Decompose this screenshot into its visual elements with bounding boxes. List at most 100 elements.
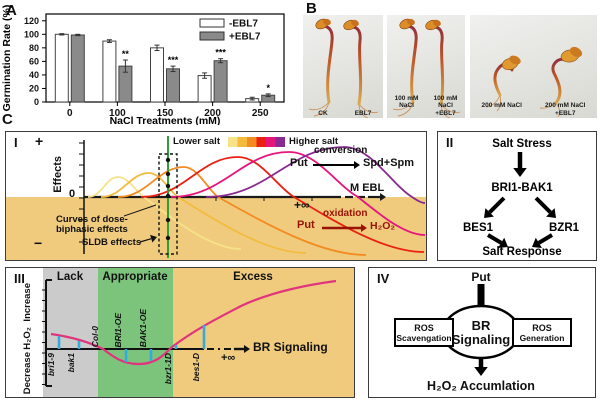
panel-c-label: C xyxy=(2,111,13,128)
photo-label: 100 mM NaCl +EBL7 xyxy=(433,94,458,117)
br-signaling-line1: BR xyxy=(471,318,491,333)
photo-label-row: 100 mM NaCl 100 mM NaCl +EBL7 xyxy=(387,95,465,117)
x-tick-label: 200 xyxy=(204,108,221,119)
signaling-pathway-arrows xyxy=(484,152,556,249)
photo-label: CK xyxy=(318,109,328,117)
legend-label--EBL7: -EBL7 xyxy=(229,19,258,30)
genotype-label-BAK1-OE: BAK1-OE xyxy=(138,308,148,347)
h2o2-accumulation-label: H₂O₂ Accumlation xyxy=(427,379,535,393)
x-axis-title: NaCl Treatments (mM) xyxy=(110,115,221,125)
node-bri1-bak1: BRI1-BAK1 xyxy=(491,182,553,194)
genotype-label-bzr1-1D: bzr1-1D xyxy=(163,353,173,385)
x-tick-label: 150 xyxy=(157,108,174,119)
put-label: Put xyxy=(471,270,491,284)
ros-generation-line1: ROS xyxy=(532,323,552,333)
panel-b-label: B xyxy=(306,0,317,17)
y-tick-label: 60 xyxy=(29,56,39,66)
subpanel-iv-label: IV xyxy=(377,271,390,286)
bar--EBL7-200 xyxy=(197,75,212,103)
legend-gradient-block xyxy=(228,137,238,147)
dose-biphasic-diagram xyxy=(6,136,426,260)
oxidation-arrow-head xyxy=(361,224,367,232)
subpanel-ii-label: II xyxy=(446,135,454,150)
sldb-intersection-dot xyxy=(165,217,171,223)
conversion-product-label: Spd+Spm xyxy=(363,157,415,169)
effects-plus-label: + xyxy=(35,133,44,149)
arrow-bri1bak1-bes1 xyxy=(488,196,506,214)
legend-swatch--EBL7 xyxy=(199,18,225,28)
significance-marker: *** xyxy=(168,55,179,65)
arrow-bri1bak1-bzr1-head xyxy=(546,208,556,218)
sldb-intersection-dot xyxy=(165,157,171,163)
x-axis-arrow-head xyxy=(244,345,250,353)
zone-lack xyxy=(43,268,98,397)
panel-b: B CK EBL7 100 mM NaCl 100 mM NaCl + xyxy=(300,0,600,125)
photo-0: CK EBL7 xyxy=(303,15,383,118)
ros-scavenging-box xyxy=(394,318,454,347)
photo-2: 200 mM NaCl 200 mM NaCl +EBL7 xyxy=(470,15,597,118)
seedling-illustration xyxy=(308,18,379,118)
oxidation-product-label: H₂O₂ xyxy=(370,220,396,232)
dose-curve-2 xyxy=(117,166,367,256)
significance-marker: * xyxy=(266,83,270,93)
zone-lack-label: Lack xyxy=(56,271,84,283)
conversion-arrow-label: conversion xyxy=(314,145,368,156)
x-tick-label: 250 xyxy=(252,108,269,119)
effects-minus-label: − xyxy=(34,235,43,251)
dose-biphasic-annotation: Curves of dose-biphasic effects xyxy=(56,214,128,236)
photo-label: 100 mM NaCl xyxy=(394,94,419,110)
subpanel-i: I + Effects 0 − Lower salt Higher salt P… xyxy=(5,131,427,261)
arrow-bzr1-saltresponse-head xyxy=(532,237,542,249)
zone-excess-label: Excess xyxy=(233,271,273,283)
subpanel-iii: III Lack Appropriate Excess Increase H₂O… xyxy=(5,267,355,398)
effects-zero-label: 0 xyxy=(69,188,76,200)
legend-label-+EBL7: +EBL7 xyxy=(229,32,261,43)
conversion-arrow-head xyxy=(354,161,360,169)
bar-chart: 0 20 40 60 80 100 120 0 100 ** 150 *** 200 *** 250 * Ger… xyxy=(1,5,285,125)
significance-marker: ** xyxy=(122,49,130,59)
y-h2o2-label: H₂O₂ xyxy=(22,327,33,350)
node-bzr1: BZR1 xyxy=(548,222,580,234)
ros-scavenging-line2: Scavengation xyxy=(396,333,452,343)
photo-label: 200 mM NaCl xyxy=(481,102,522,110)
dose-curve-4 xyxy=(170,151,426,236)
arrow-bes1-saltresponse-head xyxy=(498,237,508,249)
genotype-label-Col-0: Col-0 xyxy=(90,325,100,347)
br-signaling-line2: Signaling xyxy=(451,332,511,347)
photo-label-row: 200 mM NaCl 200 mM NaCl +EBL7 xyxy=(470,102,597,117)
legend-gradient-block xyxy=(275,137,285,147)
legend-gradient-block xyxy=(266,137,276,147)
panel-a-label: A xyxy=(6,2,17,19)
zone-appropriate-label: Appropriate xyxy=(102,271,168,283)
significance-marker: *** xyxy=(215,48,226,58)
node-salt-stress: Salt Stress xyxy=(492,138,552,150)
annotation-pointer-line xyxy=(123,204,157,217)
arrow-bri1bak1-bzr1 xyxy=(534,196,552,214)
ros-generation-box xyxy=(512,318,572,347)
arrow-bes1-saltresponse xyxy=(486,233,503,245)
arrow-bri1bak1-bes1-head xyxy=(484,208,494,218)
br-signaling-axis-label: BR Signaling xyxy=(253,340,328,354)
node-salt-response: Salt Response xyxy=(482,246,562,258)
y-tick-label: 40 xyxy=(29,70,39,80)
effects-axis-label: Effects xyxy=(52,156,64,193)
infinity-label: +∞ xyxy=(294,198,310,212)
arrow-saltstress-bri1bak1-head xyxy=(513,168,527,177)
y-tick-label: 0 xyxy=(34,97,39,107)
genotype-label-bak1: bak1 xyxy=(66,353,76,373)
legend-higher-salt-label: Higher salt xyxy=(289,136,339,147)
sldb-intersection-dot xyxy=(165,193,171,199)
x-tick-label: 0 xyxy=(67,108,73,119)
legend-swatch-+EBL7 xyxy=(199,31,225,41)
legend-gradient-block xyxy=(237,137,247,147)
photo-label-row: CK EBL7 xyxy=(303,110,383,117)
ros-generation-line2: Generation xyxy=(519,333,565,343)
conversion-substrate-label: Put xyxy=(290,157,308,169)
photo-label: EBL7 xyxy=(354,109,372,117)
x-tick-label: 100 xyxy=(109,108,126,119)
seedling-illustration xyxy=(392,18,461,118)
node-bes1: BES1 xyxy=(462,222,494,234)
br-signaling-dose-plot xyxy=(42,268,354,397)
zone-appropriate xyxy=(98,268,173,397)
